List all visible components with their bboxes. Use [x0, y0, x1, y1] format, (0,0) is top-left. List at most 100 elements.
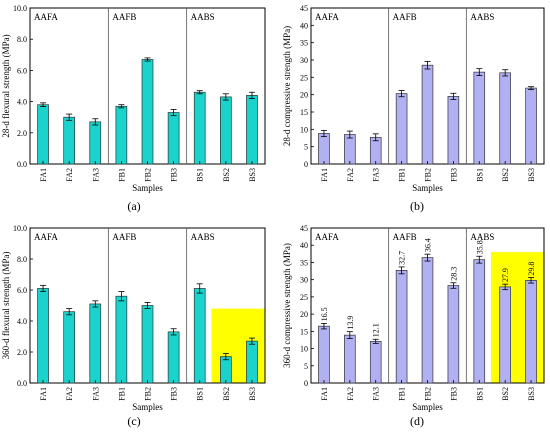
caption-b: (b): [410, 199, 424, 213]
x-tick-label: BS2: [222, 387, 231, 401]
x-tick-label: BS1: [196, 168, 205, 182]
x-tick-label: FA3: [372, 387, 381, 401]
bar-bs3: [525, 87, 537, 165]
bar-fb1: [395, 270, 408, 384]
y-tick-label: 4.0: [17, 317, 27, 326]
y-axis-label: 360-d compressive strength (MPa): [282, 243, 292, 368]
x-tick-label: FB3: [170, 168, 179, 182]
y-tick-label: 10.0: [13, 4, 27, 13]
y-tick-label: 45: [300, 224, 308, 233]
bar-fb3: [167, 112, 180, 165]
data-label: 16.5: [320, 307, 329, 321]
x-tick-label: FA3: [91, 168, 100, 182]
y-axis-label: 360-d flexural strength (MPa): [1, 252, 11, 360]
y-tick-label: 35: [300, 258, 308, 267]
x-tick-label: FA2: [65, 168, 74, 182]
bar-bs1: [473, 259, 486, 384]
y-tick-label: 35: [300, 39, 308, 48]
x-tick-label: FA2: [346, 168, 355, 182]
x-tick-label: BS1: [475, 168, 484, 182]
bar-bs2: [499, 72, 511, 165]
bar-fa2: [344, 334, 356, 384]
bar-fa1: [318, 133, 330, 165]
x-tick-label: BS1: [196, 387, 205, 401]
bar-fb1: [395, 93, 408, 165]
y-tick-label: 45: [300, 4, 308, 13]
y-tick-label: 30: [300, 56, 308, 65]
bar-bs1: [473, 71, 486, 165]
y-tick-label: 10.0: [13, 224, 27, 233]
y-tick-label: 20: [300, 91, 308, 100]
caption-c: (c): [127, 414, 141, 428]
bar-fa3: [369, 340, 382, 384]
chart-a: AAFA AAFB AABS 0.0 2.0 4.0 6.0 8.0 10.0 28-d flex…: [1, 4, 266, 193]
data-label: 29.8: [527, 262, 536, 276]
y-tick-label: 0.0: [17, 379, 27, 388]
x-tick-label: FA1: [39, 168, 48, 182]
bar-fb3: [167, 331, 180, 384]
group-label: AAFB: [393, 12, 417, 22]
y-tick-label: 2.0: [17, 348, 27, 357]
y-tick-label: 5: [304, 362, 308, 371]
bar-fa1: [37, 104, 49, 165]
x-tick-label: FB3: [170, 387, 179, 401]
x-tick-label: FA3: [372, 168, 381, 182]
y-tick-label: 40: [300, 241, 308, 250]
bar-fb1: [115, 105, 128, 165]
x-axis-label: Samples: [412, 402, 443, 412]
chart-c: AAFA AAFB AABS 0.0 2.0 4.0 6.0 8.0 10.0 360-d fle…: [1, 224, 266, 412]
data-label: 28.3: [449, 267, 458, 281]
group-label: AAFA: [315, 232, 339, 242]
x-tick-label: FB3: [449, 387, 458, 401]
bar-bs2: [499, 286, 511, 384]
x-tick-label: FB1: [117, 168, 126, 182]
y-tick-label: 10: [300, 345, 308, 354]
bar-bs3: [246, 340, 258, 384]
y-tick-label: 25: [300, 293, 308, 302]
y-tick-label: 15: [300, 327, 308, 336]
bar-fa3: [89, 121, 102, 165]
caption-a: (a): [127, 199, 141, 213]
y-tick-label: 0: [304, 379, 308, 388]
bar-fb3: [447, 285, 460, 384]
x-tick-label: FB3: [449, 168, 458, 182]
chart-b: AAFA AAFB AABS 0 5 10 15 20 25 30 35 40 45 28-d compr…: [282, 4, 545, 193]
y-tick-label: 30: [300, 276, 308, 285]
x-tick-label: BS3: [248, 387, 257, 401]
y-axis-label: 28-d compressive strength (MPa): [282, 26, 292, 146]
y-tick-label: 0: [304, 160, 308, 169]
y-tick-label: 5: [304, 143, 308, 152]
bar-fa2: [344, 134, 356, 165]
y-tick-label: 8.0: [17, 35, 27, 44]
bar-fa3: [369, 136, 382, 165]
y-tick-label: 8.0: [17, 255, 27, 264]
group-label: AAFB: [112, 232, 136, 242]
data-label: 32.7: [398, 251, 407, 265]
group-label: AAFA: [315, 12, 339, 22]
chart-d: AAFA AAFB AABS 0 5 10 15 20 25 30 35 40 45 360-d comp…: [282, 224, 545, 412]
x-axis-label: Samples: [132, 402, 163, 412]
x-tick-label: FB2: [144, 387, 153, 401]
bar-fb2: [421, 257, 434, 384]
group-label: AABS: [470, 232, 494, 242]
x-tick-label: BS3: [527, 168, 536, 182]
group-label: AAFB: [112, 12, 136, 22]
bar-fa2: [63, 116, 76, 165]
bar-bs2: [220, 96, 232, 165]
group-label: AAFA: [34, 12, 58, 22]
x-axis-label: Samples: [412, 183, 443, 193]
x-tick-label: BS3: [527, 387, 536, 401]
x-tick-label: FB2: [424, 387, 433, 401]
y-tick-label: 40: [300, 21, 308, 30]
y-tick-label: 10: [300, 125, 308, 134]
x-tick-label: FB1: [398, 168, 407, 182]
y-tick-label: 2.0: [17, 129, 27, 138]
y-tick-label: 20: [300, 310, 308, 319]
group-label: AABS: [470, 12, 494, 22]
data-label: 13.9: [346, 316, 355, 330]
y-tick-label: 6.0: [17, 286, 27, 295]
bar-fa3: [89, 303, 102, 384]
data-label: 27.9: [501, 268, 510, 282]
group-label: AAFB: [393, 232, 417, 242]
